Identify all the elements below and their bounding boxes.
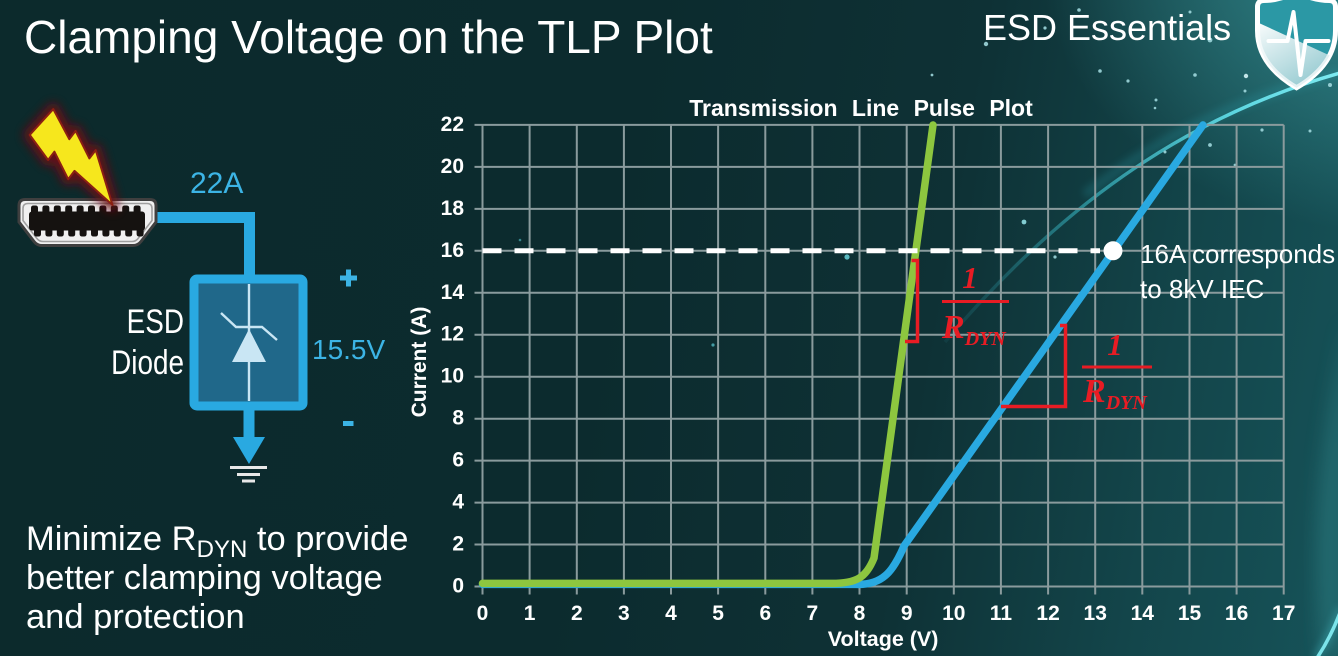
svg-text:20: 20 xyxy=(441,155,464,178)
svg-text:12: 12 xyxy=(441,323,464,346)
svg-text:6: 6 xyxy=(759,602,771,625)
svg-text:10: 10 xyxy=(441,365,464,388)
svg-text:14: 14 xyxy=(1131,602,1155,625)
svg-text:1: 1 xyxy=(524,602,536,625)
svg-text:7: 7 xyxy=(807,602,819,625)
svg-text:13: 13 xyxy=(1084,602,1107,625)
svg-text:5: 5 xyxy=(712,602,724,625)
svg-text:10: 10 xyxy=(942,602,965,625)
svg-text:22: 22 xyxy=(441,113,464,136)
svg-text:2: 2 xyxy=(571,602,583,625)
svg-text:12: 12 xyxy=(1036,602,1059,625)
svg-text:9: 9 xyxy=(901,602,913,625)
svg-text:16: 16 xyxy=(441,239,464,262)
svg-text:Voltage (V): Voltage (V) xyxy=(828,627,939,651)
svg-text:3: 3 xyxy=(618,602,630,625)
svg-text:0: 0 xyxy=(452,575,464,598)
svg-text:RDYN: RDYN xyxy=(941,309,1007,350)
svg-text:17: 17 xyxy=(1272,602,1295,625)
svg-text:15: 15 xyxy=(1178,602,1202,625)
svg-text:8: 8 xyxy=(854,602,866,625)
svg-text:0: 0 xyxy=(477,602,489,625)
svg-text:6: 6 xyxy=(452,449,464,472)
svg-text:16: 16 xyxy=(1225,602,1248,625)
svg-text:8: 8 xyxy=(452,407,464,430)
svg-text:Transmission Line Pulse Plot: Transmission Line Pulse Plot xyxy=(689,95,1033,121)
svg-text:2: 2 xyxy=(452,533,464,556)
svg-text:4: 4 xyxy=(452,491,464,514)
svg-text:Current (A): Current (A) xyxy=(408,307,431,418)
svg-text:18: 18 xyxy=(441,197,465,220)
svg-text:1: 1 xyxy=(962,260,978,295)
svg-text:RDYN: RDYN xyxy=(1082,373,1148,414)
svg-text:4: 4 xyxy=(665,602,677,625)
svg-text:14: 14 xyxy=(441,281,465,304)
svg-text:1: 1 xyxy=(1107,327,1123,362)
svg-text:11: 11 xyxy=(990,602,1013,625)
